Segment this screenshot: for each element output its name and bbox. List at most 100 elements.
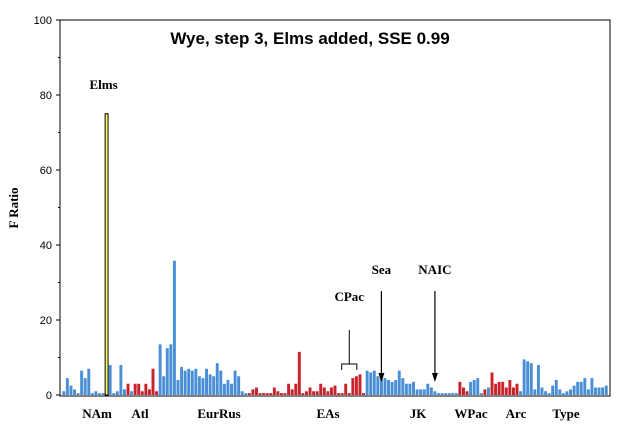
bar xyxy=(104,113,109,396)
bar xyxy=(176,380,180,395)
bar xyxy=(597,387,601,395)
bar xyxy=(155,391,159,395)
bar xyxy=(137,383,141,395)
annotation-naic: NAIC xyxy=(418,262,451,277)
bar xyxy=(536,365,540,395)
bar xyxy=(601,387,605,395)
bar xyxy=(244,393,248,395)
bar xyxy=(312,391,316,395)
bar xyxy=(554,380,558,395)
bar xyxy=(397,370,401,395)
y-tick-label: 0 xyxy=(46,390,52,402)
bar xyxy=(98,393,101,395)
bar xyxy=(297,351,301,395)
bar xyxy=(454,393,458,395)
bar xyxy=(133,383,137,395)
bar xyxy=(604,385,608,395)
bar xyxy=(251,389,255,395)
y-axis-label: F Ratio xyxy=(6,187,21,228)
bar xyxy=(483,389,487,395)
bar xyxy=(315,391,319,395)
bar xyxy=(212,376,216,395)
bar xyxy=(476,378,480,395)
region-label: Type xyxy=(552,406,579,421)
bar xyxy=(115,391,119,395)
bar xyxy=(422,389,426,395)
bar xyxy=(576,381,580,395)
bar xyxy=(169,344,173,395)
bar xyxy=(147,389,151,395)
region-label: Arc xyxy=(506,406,527,421)
bar xyxy=(494,383,498,395)
bar xyxy=(347,393,351,395)
annotation-bracket xyxy=(341,330,358,370)
bar xyxy=(180,366,184,395)
bar xyxy=(444,393,448,395)
bar xyxy=(304,391,308,395)
bar xyxy=(569,389,572,395)
bar xyxy=(237,376,241,395)
bar xyxy=(301,393,305,395)
bar xyxy=(337,393,341,395)
bar xyxy=(230,383,233,395)
bar xyxy=(412,381,415,395)
bar xyxy=(354,376,358,395)
bar xyxy=(533,389,537,395)
bar xyxy=(201,378,205,395)
bar xyxy=(94,391,98,395)
annotation-arrow-head xyxy=(378,373,385,382)
region-labels: NAm Atl EurRus EAs JK WPac Arc Type xyxy=(82,406,580,421)
y-tick-label: 40 xyxy=(40,240,52,252)
bar xyxy=(294,383,298,395)
y-tick-label: 20 xyxy=(40,315,52,327)
bar xyxy=(519,391,523,395)
bar xyxy=(383,378,387,395)
bar xyxy=(572,385,576,395)
bar xyxy=(404,383,408,395)
bar xyxy=(247,393,251,395)
annotation-cpac: CPac xyxy=(334,289,364,304)
bar xyxy=(144,383,148,395)
bar xyxy=(101,393,105,395)
bar xyxy=(365,370,369,395)
annotation-layer: Elms CPac Sea NAIC xyxy=(90,77,452,382)
bar xyxy=(69,385,73,395)
region-label: EAs xyxy=(316,406,339,421)
bar xyxy=(440,393,444,395)
bar xyxy=(233,370,237,395)
bar xyxy=(283,393,287,395)
bar xyxy=(583,378,587,395)
bar xyxy=(429,387,433,395)
bar xyxy=(262,393,266,395)
bar xyxy=(351,378,355,395)
bar xyxy=(565,391,569,395)
bar xyxy=(272,387,276,395)
bar xyxy=(447,393,451,395)
bar xyxy=(465,391,469,395)
bar xyxy=(112,393,116,395)
bar xyxy=(80,370,84,395)
bar xyxy=(329,387,333,395)
bar-series xyxy=(62,113,608,396)
bar xyxy=(219,370,223,395)
bar xyxy=(240,391,244,395)
bar xyxy=(172,260,176,395)
bar xyxy=(222,383,226,395)
bar xyxy=(194,368,198,395)
bar xyxy=(394,380,398,395)
bar xyxy=(62,391,66,395)
bar xyxy=(276,391,280,395)
bar xyxy=(187,368,191,395)
bar xyxy=(415,389,419,395)
region-label: WPac xyxy=(454,406,487,421)
bar xyxy=(76,393,80,395)
bar xyxy=(433,391,437,395)
bar xyxy=(372,370,376,395)
y-tick-label: 100 xyxy=(34,15,52,27)
bar xyxy=(558,389,562,395)
bar xyxy=(479,393,483,395)
region-label: Atl xyxy=(131,406,149,421)
bar xyxy=(594,387,597,395)
bar xyxy=(504,387,508,395)
